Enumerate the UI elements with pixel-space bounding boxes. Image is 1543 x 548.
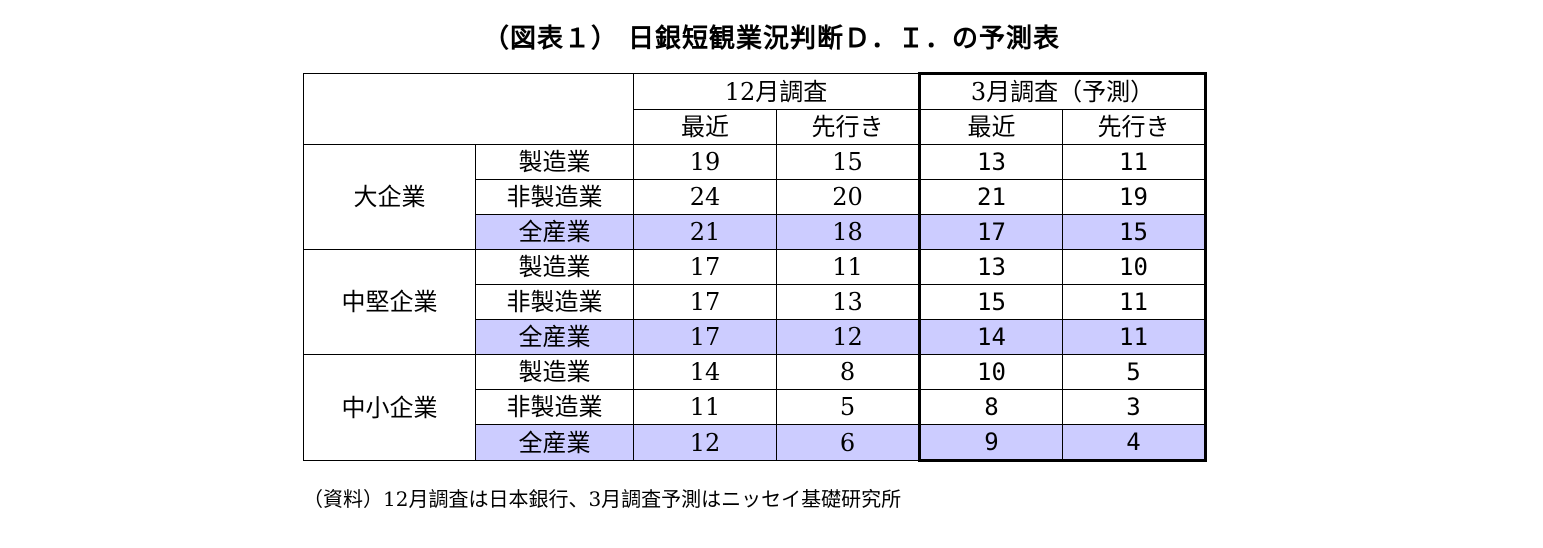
value-cell: 19 <box>633 144 777 180</box>
value-cell: 21 <box>918 179 1063 215</box>
value-cell: 15 <box>918 284 1063 320</box>
page-title: （図表１） 日銀短観業況判断Ｄ．Ｉ．の予測表 <box>482 24 1061 54</box>
value-cell: 13 <box>918 144 1063 180</box>
table-row: 全産業 21 18 17 15 <box>304 214 1207 250</box>
value-cell: 12 <box>633 424 777 461</box>
row-label: 製造業 <box>475 249 634 285</box>
row-label: 製造業 <box>475 354 634 390</box>
value-cell: 14 <box>633 354 777 390</box>
value-cell: 17 <box>633 249 777 285</box>
row-label: 非製造業 <box>475 389 634 425</box>
value-cell: 12 <box>776 319 920 355</box>
header-december-outlook: 先行き <box>776 109 920 145</box>
header-march-outlook: 先行き <box>1062 109 1207 145</box>
row-group-label: 中堅企業 <box>303 249 476 355</box>
table-row: 非製造業 17 13 15 11 <box>304 284 1207 320</box>
value-cell: 17 <box>633 284 777 320</box>
value-cell: 17 <box>633 319 777 355</box>
value-cell: 10 <box>1062 249 1207 285</box>
table-row: 中堅企業 製造業 17 11 13 10 <box>303 249 1207 355</box>
table-row: 全産業 12 6 9 4 <box>304 424 1207 462</box>
value-cell: 5 <box>1062 354 1207 390</box>
row-label: 非製造業 <box>475 284 634 320</box>
value-cell: 10 <box>918 354 1063 390</box>
table-row: 中小企業 製造業 14 8 10 5 <box>303 354 1207 461</box>
table-row: 全産業 17 12 14 11 <box>304 319 1207 355</box>
value-cell: 11 <box>1062 319 1207 355</box>
value-cell: 5 <box>776 389 920 425</box>
value-cell: 13 <box>776 284 920 320</box>
row-label: 全産業 <box>475 424 634 461</box>
table-row: 非製造業 11 5 8 3 <box>304 389 1207 425</box>
value-cell: 4 <box>1062 424 1207 462</box>
header-december-survey: 12月調査 <box>633 73 920 110</box>
value-cell: 20 <box>776 179 920 215</box>
value-cell: 8 <box>918 389 1063 425</box>
header-row-periods: 12月調査 3月調査（予測） <box>303 72 1207 145</box>
row-group-label: 中小企業 <box>303 354 476 461</box>
row-group-label: 大企業 <box>303 144 476 250</box>
value-cell: 19 <box>1062 179 1207 215</box>
header-march-forecast: 3月調査（予測） <box>918 72 1207 110</box>
header-december-recent: 最近 <box>633 109 777 145</box>
value-cell: 24 <box>633 179 777 215</box>
value-cell: 9 <box>918 424 1063 462</box>
header-march-recent: 最近 <box>918 109 1063 145</box>
value-cell: 15 <box>776 144 920 180</box>
value-cell: 11 <box>633 389 777 425</box>
row-label: 全産業 <box>475 319 634 355</box>
value-cell: 8 <box>776 354 920 390</box>
value-cell: 15 <box>1062 214 1207 250</box>
row-label: 全産業 <box>475 214 634 250</box>
value-cell: 21 <box>633 214 777 250</box>
value-cell: 11 <box>1062 144 1207 180</box>
row-label: 非製造業 <box>475 179 634 215</box>
value-cell: 11 <box>776 249 920 285</box>
value-cell: 17 <box>918 214 1063 250</box>
value-cell: 18 <box>776 214 920 250</box>
value-cell: 11 <box>1062 284 1207 320</box>
value-cell: 13 <box>918 249 1063 285</box>
di-forecast-table: 12月調査 3月調査（予測） 最近 先行き 最近 先行き 大企業 製造業 19 15 1… <box>303 72 1207 462</box>
table-row: 大企業 製造業 19 15 13 11 <box>303 144 1207 250</box>
value-cell: 14 <box>918 319 1063 355</box>
header-corner <box>303 73 634 145</box>
value-cell: 6 <box>776 424 920 461</box>
value-cell: 3 <box>1062 389 1207 425</box>
source-note: （資料）12月調査は日本銀行、3月調査予測はニッセイ基礎研究所 <box>303 487 902 511</box>
row-label: 製造業 <box>475 144 634 180</box>
